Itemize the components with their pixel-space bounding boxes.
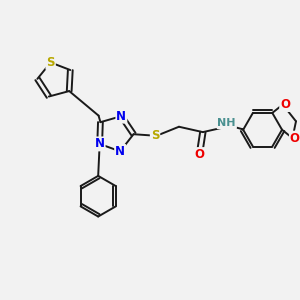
- Text: O: O: [290, 132, 300, 145]
- Text: O: O: [280, 98, 290, 111]
- Text: N: N: [95, 137, 105, 150]
- Text: O: O: [195, 148, 205, 161]
- Text: S: S: [151, 129, 159, 142]
- Text: N: N: [115, 145, 125, 158]
- Text: N: N: [116, 110, 126, 123]
- Text: NH: NH: [218, 118, 236, 128]
- Text: S: S: [46, 56, 55, 69]
